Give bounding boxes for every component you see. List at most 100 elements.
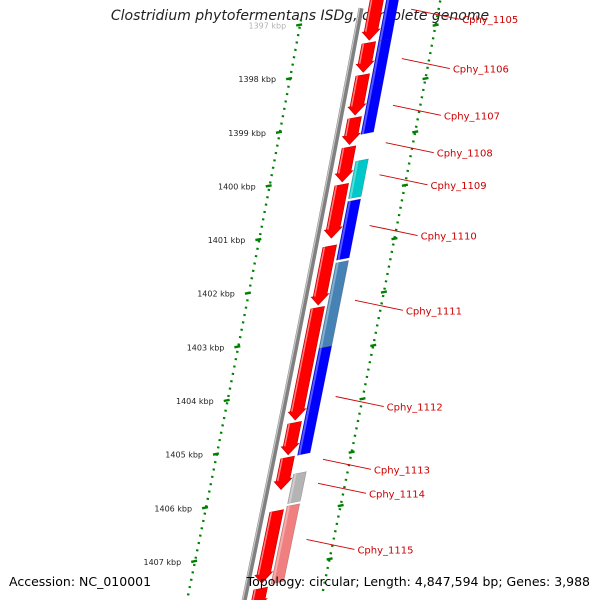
genome-summary-text: Topology: circular; Length: 4,847,594 bp… (246, 574, 590, 589)
gene-label: Cphy_1111 (406, 306, 462, 317)
forward-gene-arrow (287, 305, 325, 421)
kbp-tick-label: 1401 kbp (208, 236, 246, 245)
forward-gene-shade (283, 423, 290, 447)
kbp-tick-label: 1398 kbp (238, 75, 276, 84)
gene-block (287, 471, 307, 505)
gene-label-line (335, 396, 384, 407)
gene-label-line (411, 8, 460, 20)
forward-gene-arrow (310, 244, 337, 306)
forward-gene-shade (252, 589, 256, 600)
forward-gene-arrow (254, 509, 284, 584)
kbp-tick-mark (295, 23, 303, 27)
kbp-tick-mark (234, 345, 241, 349)
forward-gene-shade (364, 0, 373, 32)
forward-feature-track (251, 0, 384, 600)
forward-gene-arrow (347, 73, 370, 116)
gene-label: Cphy_1112 (387, 403, 443, 414)
forward-gene-shade (337, 148, 345, 174)
inner-dot-ring (185, 19, 303, 600)
kbp-tick-mark (223, 398, 230, 403)
outer-tick-mark (370, 343, 377, 348)
outer-tick-mark (359, 397, 366, 401)
gene-block-shade (319, 262, 339, 349)
forward-gene-shade (276, 458, 283, 482)
kbp-tick-mark (265, 184, 272, 188)
forward-gene-arrow (251, 586, 268, 600)
gene-label-line (322, 458, 372, 470)
outer-tick-mark (432, 23, 439, 27)
gene-label-line (385, 142, 434, 154)
gene-label-line (401, 58, 450, 70)
gc-dot-track (185, 0, 442, 600)
gene-label-line (379, 174, 428, 186)
forward-gene-shade (313, 247, 326, 297)
outer-tick-mark (337, 503, 344, 508)
gene-label: Cphy_1109 (431, 181, 487, 192)
gene-label: Cphy_1113 (374, 465, 430, 476)
gene-block (293, 452, 311, 475)
kbp-tick-label: 1400 kbp (218, 182, 256, 191)
kbp-tick-mark (275, 130, 283, 134)
kbp-tick-mark (201, 505, 209, 510)
backbone (241, 7, 364, 600)
outer-tick-mark (401, 183, 409, 188)
outer-tick-mark (391, 236, 398, 241)
kbp-tick-label: 1399 kbp (228, 129, 266, 138)
kbp-tick-label: 1404 kbp (176, 397, 214, 406)
forward-gene-arrow (341, 116, 362, 145)
kbp-tick-label: 1406 kbp (154, 504, 192, 513)
outer-tick-mark (380, 290, 388, 294)
accession-text: Accession: NC_010001 (9, 574, 152, 589)
gene-label: Cphy_1106 (453, 65, 509, 76)
gene-block-shade (288, 473, 297, 504)
kbp-tick-mark (190, 559, 198, 564)
forward-gene-arrow (273, 455, 295, 491)
outer-tick-mark (348, 450, 355, 454)
forward-gene-arrow (323, 182, 349, 239)
forward-gene-shade (327, 185, 338, 230)
gene-label-line (369, 225, 418, 236)
kbp-tick-mark (255, 237, 262, 242)
outer-tick-mark (412, 130, 419, 134)
gene-label: Cphy_1114 (369, 489, 425, 500)
kbp-tick-label: 1403 kbp (187, 343, 225, 352)
forward-gene-shade (345, 118, 350, 137)
kbp-tick-label: 1407 kbp (143, 558, 181, 567)
gene-label-line (354, 299, 404, 311)
gene-label: Cphy_1110 (421, 232, 477, 243)
forward-gene-arrow (355, 41, 377, 73)
forward-gene-shade (358, 43, 365, 64)
gene-block-shade (379, 0, 390, 41)
gene-block-shade (361, 85, 373, 135)
kbp-tick-label: 1402 kbp (197, 290, 235, 299)
forward-gene-shade (257, 511, 273, 575)
gene-label: Cphy_1115 (357, 545, 413, 556)
gene-block (355, 132, 374, 162)
gene-label-line (306, 538, 355, 550)
kbp-tick-label: 1397 kbp (248, 22, 286, 31)
gene-label: Cphy_1108 (437, 149, 493, 160)
gene-labels: Cphy_1105 Cphy_1106 Cphy_1107 Cphy_1108 Cphy… (306, 8, 518, 556)
kbp-tick-mark (212, 452, 220, 456)
gene-block (270, 503, 301, 585)
gene-label-line (392, 104, 442, 116)
forward-gene-arrow (334, 145, 357, 183)
gene-block (348, 158, 369, 200)
gene-block-shade (271, 505, 290, 584)
outer-tick-mark (422, 76, 429, 81)
gene-block-shade (298, 347, 322, 456)
forward-gene-arrow (361, 0, 384, 41)
forward-gene-arrow (280, 420, 302, 456)
backbone-line (241, 7, 364, 600)
kbp-tick-label: 1405 kbp (165, 451, 203, 460)
backbone-highlight (242, 8, 361, 600)
reverse-feature-track (270, 0, 399, 585)
gene-block-shade (370, 40, 382, 87)
kbp-ticks: 1397 kbp 1398 kbp 1399 kbp 1400 kbp 1401 kbp… (143, 22, 439, 567)
gene-label: Cphy_1107 (444, 111, 500, 122)
gene-block-shade (337, 200, 351, 261)
gene-label-line (317, 482, 367, 494)
gene-block-shade (349, 160, 359, 199)
